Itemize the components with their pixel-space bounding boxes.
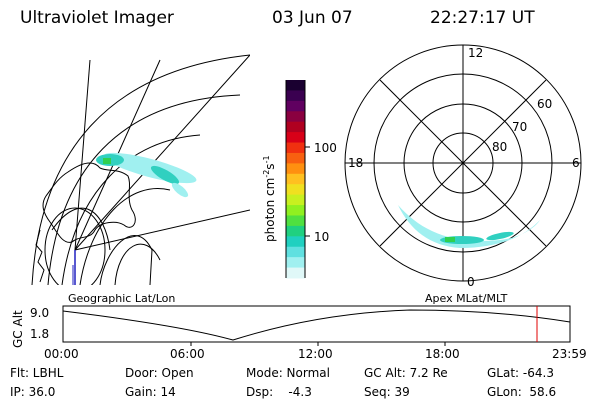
info-gain: Gain: 14: [125, 385, 176, 399]
colorbar-segment: [286, 215, 305, 227]
xtick-2359: 23:59: [552, 347, 587, 361]
altitude-ylabel: GC Alt: [11, 310, 25, 348]
colorbar-label: photon cm-2s-1: [262, 155, 277, 242]
altitude-ytick-min: 1.8: [30, 327, 50, 341]
colorbar-segment: [286, 246, 305, 258]
mlt-label-18: 18: [348, 156, 364, 170]
colorbar-segment: [286, 142, 305, 154]
time-label: 22:27:17 UT: [430, 8, 535, 28]
xtick-0000: 00:00: [44, 347, 79, 361]
info-flt: Flt: LBHL: [10, 366, 64, 380]
colorbar-segment: [286, 132, 305, 144]
colorbar-segment: [286, 100, 305, 112]
altitude-plot: [62, 305, 571, 346]
polar-plot: [344, 44, 582, 282]
info-ip: IP: 36.0: [10, 385, 56, 399]
altitude-ytick-max: 9.0: [30, 306, 50, 320]
colorbar-segment: [286, 184, 305, 196]
colorbar-segment: [286, 80, 305, 91]
xtick-0600: 06:00: [170, 347, 205, 361]
mlt-label-12: 12: [468, 46, 484, 60]
lat-label-80: 80: [492, 140, 508, 154]
info-mode: Mode: Normal: [246, 366, 330, 380]
colorbar-segment: [286, 111, 305, 123]
colorbar-segment: [286, 121, 305, 133]
colorbar-segment: [286, 236, 305, 248]
colorbar-segment: [286, 205, 305, 216]
apex-map-label: Apex MLat/MLT: [425, 292, 508, 305]
geographic-map-label: Geographic Lat/Lon: [68, 292, 176, 305]
colorbar: [286, 80, 310, 279]
colorbar-segment: [286, 257, 305, 269]
info-seq: Seq: 39: [364, 385, 410, 399]
info-door: Door: Open: [125, 366, 194, 380]
date-label: 03 Jun 07: [272, 8, 353, 28]
info-glat: GLat: -64.3: [487, 366, 554, 380]
xtick-1800: 18:00: [425, 347, 460, 361]
colorbar-segment: [286, 225, 305, 237]
colorbar-tick-100: 100: [314, 141, 337, 155]
colorbar-segment: [286, 152, 305, 164]
info-glon: GLon: 58.6: [487, 385, 557, 399]
app-title: Ultraviolet Imager: [20, 8, 174, 28]
colorbar-segment: [286, 90, 305, 102]
colorbar-segment: [286, 163, 305, 175]
lat-label-60: 60: [537, 97, 553, 111]
colorbar-segment: [286, 267, 305, 279]
mlt-label-6: 6: [572, 156, 580, 170]
mlt-label-0: 0: [467, 275, 475, 289]
info-gc-alt: GC Alt: 7.2 Re: [364, 366, 448, 380]
lat-label-70: 70: [512, 120, 528, 134]
xtick-1200: 12:00: [298, 347, 333, 361]
info-dsp: Dsp: -4.3: [246, 385, 312, 399]
geographic-map: [31, 54, 250, 285]
colorbar-segment: [286, 173, 305, 185]
colorbar-tick-10: 10: [314, 230, 330, 244]
colorbar-segment: [286, 194, 305, 206]
